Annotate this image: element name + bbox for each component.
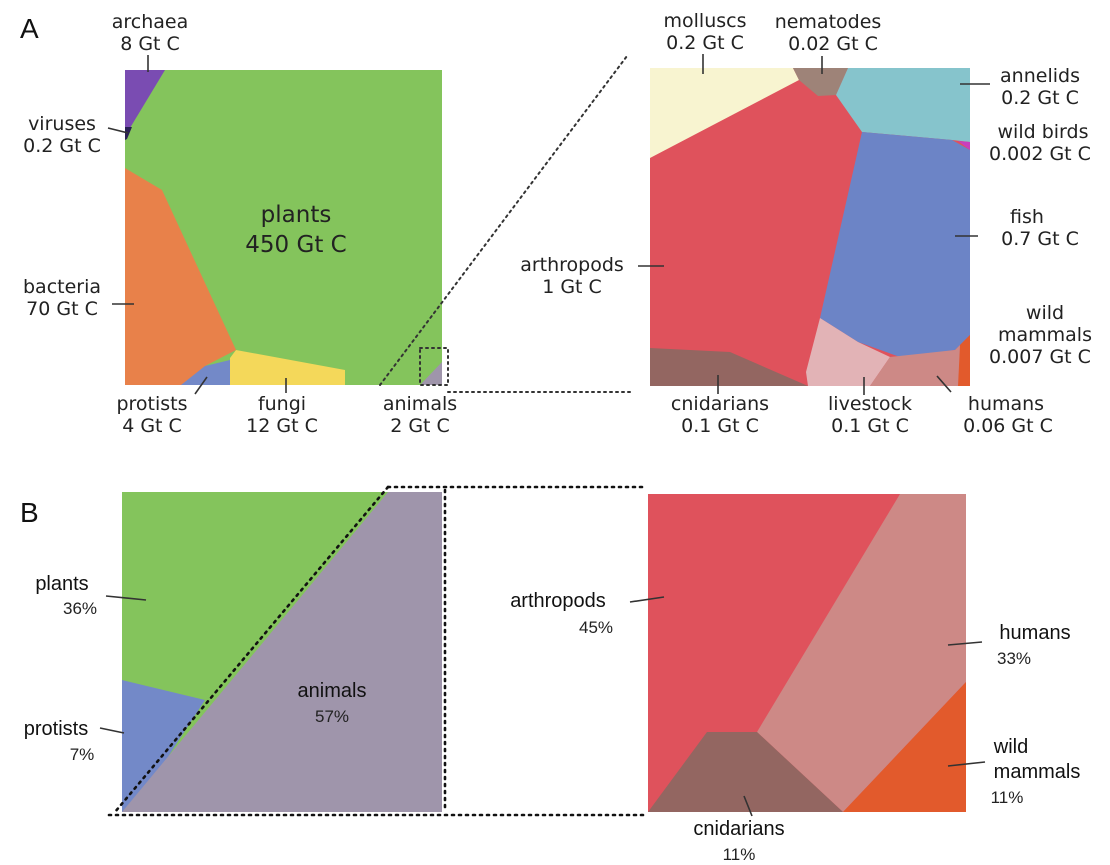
region-b-humans (757, 494, 966, 812)
region-fungi (230, 350, 345, 385)
label-fish: fish (1010, 206, 1044, 228)
region-cnidarians (650, 348, 808, 386)
leader-b-wild-mammals (947, 761, 986, 767)
panel-label-b: B (20, 497, 39, 528)
value-arthropods: 1 Gt C (542, 276, 602, 298)
value-plants: 450 Gt C (245, 232, 346, 258)
value-b-wild-mammals: 11% (991, 788, 1024, 807)
leader-b-humans (947, 641, 983, 646)
label-viruses: viruses (28, 113, 96, 135)
region-b-animals (122, 492, 442, 812)
label-wild-birds: wild birds (998, 121, 1089, 143)
value-fish: 0.7 Gt C (1001, 228, 1079, 250)
label-cnidarians: cnidarians (671, 393, 769, 415)
label-b-cnidarians: cnidarians (693, 818, 784, 840)
label-fungi: fungi (258, 393, 306, 415)
label-molluscs: molluscs (664, 10, 747, 32)
value-nematodes: 0.02 Gt C (788, 33, 878, 55)
label-b-arthropods: arthropods (510, 590, 606, 612)
panel-a-left-voronoi (125, 70, 442, 385)
panel-a-zoom-connector (379, 55, 631, 393)
value-b-humans: 33% (997, 649, 1031, 668)
label-wild-mammals-line1: wild (1026, 302, 1064, 324)
label-protists: protists (116, 393, 187, 415)
region-livestock (806, 318, 890, 386)
panel-a-right-voronoi (650, 68, 970, 386)
value-cnidarians: 0.1 Gt C (681, 415, 759, 437)
leader-b-arthropods (629, 596, 665, 603)
region-animals (420, 362, 442, 385)
label-annelids: annelids (1000, 65, 1080, 87)
label-b-protists: protists (24, 718, 88, 740)
panel-a-right-labels: molluscs 0.2 Gt C nematodes 0.02 Gt C an… (520, 10, 1092, 437)
leader-b-protists (99, 727, 125, 734)
value-animals: 2 Gt C (390, 415, 450, 437)
zoom-b-diagonal (113, 485, 390, 814)
region-b-protists (122, 680, 205, 812)
region-archaea (125, 70, 165, 135)
label-b-wild-mammals-line1: wild (993, 736, 1028, 758)
region-nematodes (793, 68, 848, 96)
region-wild-birds (958, 141, 970, 150)
leader-b-plants (105, 595, 147, 601)
region-b-cnidarians (648, 732, 843, 812)
region-bacteria (125, 168, 236, 385)
region-protists (181, 360, 232, 385)
label-b-wild-mammals-line2: mammals (994, 761, 1081, 783)
value-archaea: 8 Gt C (120, 33, 180, 55)
value-humans: 0.06 Gt C (963, 415, 1053, 437)
value-protists: 4 Gt C (122, 415, 182, 437)
value-fungi: 12 Gt C (246, 415, 318, 437)
panel-b-right-voronoi (648, 494, 966, 812)
value-wild-birds: 0.002 Gt C (989, 143, 1091, 165)
label-nematodes: nematodes (775, 11, 882, 33)
label-b-humans: humans (999, 622, 1070, 644)
value-wild-mammals: 0.007 Gt C (989, 346, 1091, 368)
panel-a-left-labels: archaea 8 Gt C viruses 0.2 Gt C plants 4… (23, 11, 457, 437)
value-b-plants: 36% (63, 599, 97, 618)
label-b-plants: plants (35, 573, 88, 595)
label-animals: animals (383, 393, 457, 415)
label-b-animals: animals (298, 680, 367, 702)
leader-b-cnidarians (743, 795, 753, 817)
leader-humans (936, 375, 952, 393)
label-plants: plants (261, 202, 332, 228)
zoom-box-animals (419, 347, 449, 386)
panel-b-right-labels: arthropods 45% humans 33% wild mammals 1… (510, 590, 1080, 864)
value-b-arthropods: 45% (579, 618, 613, 637)
region-viruses (125, 127, 132, 140)
value-livestock: 0.1 Gt C (831, 415, 909, 437)
leader-protists (194, 376, 208, 395)
label-archaea: archaea (112, 11, 189, 33)
region-fish (820, 132, 970, 357)
panel-b-zoom-connector (107, 485, 647, 817)
label-bacteria: bacteria (23, 276, 101, 298)
label-livestock: livestock (828, 393, 912, 415)
value-b-cnidarians: 11% (723, 845, 756, 864)
panel-b-left-labels: plants 36% protists 7% animals 57% (24, 573, 367, 764)
label-humans: humans (968, 393, 1044, 415)
value-b-animals: 57% (315, 707, 349, 726)
region-b-wild-mammals (843, 682, 966, 812)
value-molluscs: 0.2 Gt C (666, 32, 744, 54)
label-wild-mammals-line2: mammals (998, 324, 1092, 346)
value-annelids: 0.2 Gt C (1001, 87, 1079, 109)
region-annelids (836, 68, 970, 142)
panel-b-left-voronoi (122, 492, 442, 812)
region-wild-mammals (958, 335, 970, 386)
value-b-protists: 7% (70, 745, 95, 764)
leader-viruses (107, 127, 129, 134)
value-bacteria: 70 Gt C (26, 298, 98, 320)
zoom-line-top (379, 55, 628, 386)
panel-label-a: A (20, 13, 39, 44)
label-arthropods: arthropods (520, 254, 624, 276)
region-molluscs (650, 68, 799, 158)
value-viruses: 0.2 Gt C (23, 135, 101, 157)
